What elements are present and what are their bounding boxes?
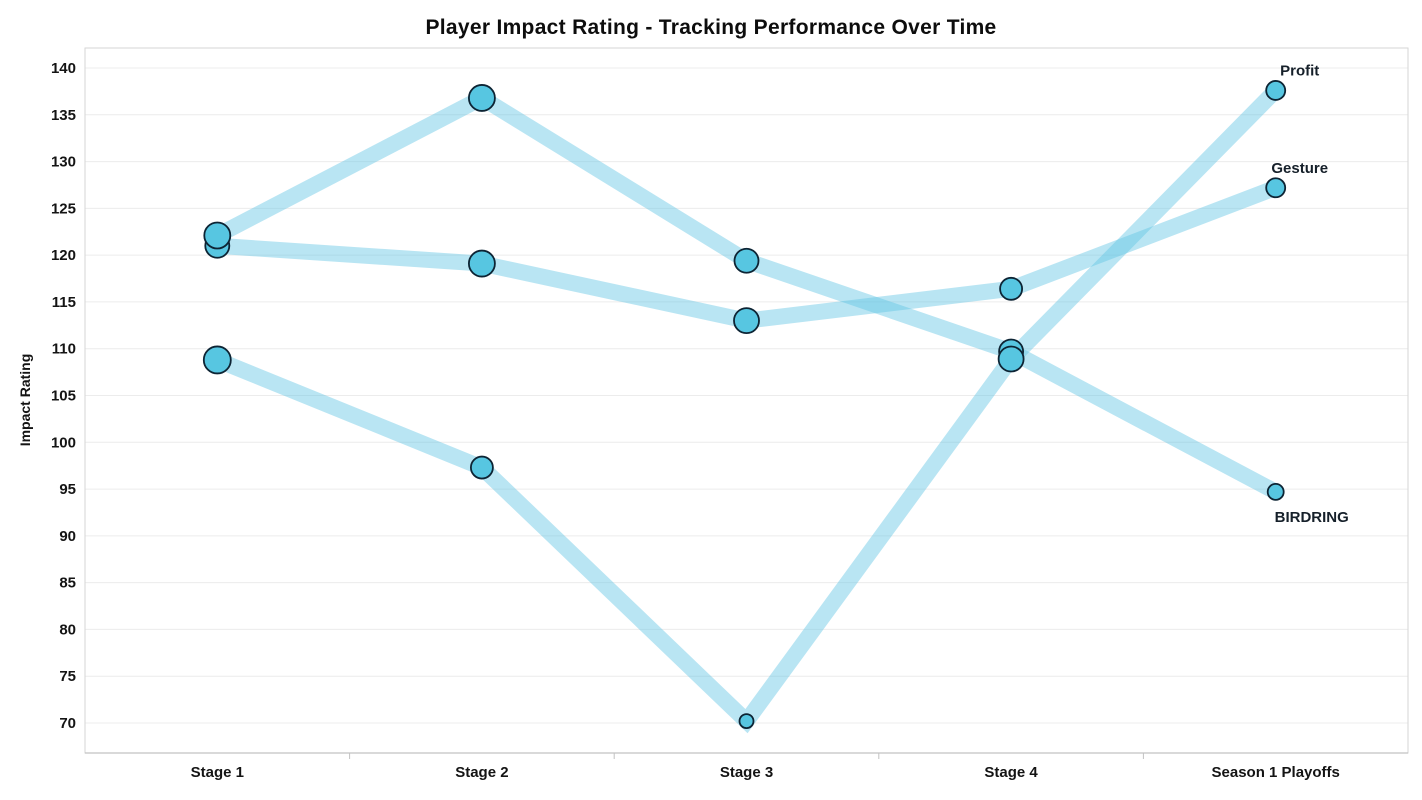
y-axis-tick-layer: 70 75 80 85 90 95 100 105 110 115 120 125 130 135 140 (51, 60, 76, 732)
y-tick-label: 125 (51, 200, 76, 217)
y-tick-label: 90 (59, 528, 76, 545)
x-tick-label: Stage 3 (720, 764, 773, 781)
series-label-layer: Gesture BIRDRING Profit (1271, 62, 1348, 525)
y-tick-label: 75 (59, 668, 76, 685)
data-point-profit-5 (1265, 80, 1287, 101)
grid-layer (85, 67, 1408, 724)
x-tick-label: Stage 4 (984, 764, 1038, 781)
series-end-label-profit: Profit (1280, 62, 1319, 79)
data-point-gesture-2 (467, 249, 496, 278)
y-tick-label: 135 (51, 107, 76, 124)
series-band-layer (213, 84, 1282, 734)
data-point-gesture-4 (999, 276, 1023, 301)
series-end-label-gesture: Gesture (1271, 160, 1328, 177)
data-point-profit-3 (738, 713, 755, 730)
y-tick-label: 70 (59, 715, 76, 732)
y-tick-label: 100 (51, 434, 76, 451)
y-tick-label: 85 (59, 575, 76, 592)
data-point-birdring-1 (203, 221, 232, 250)
y-axis-title: Impact Rating (17, 354, 33, 447)
data-point-layer (202, 80, 1287, 730)
x-axis-tick-layer: Stage 1 Stage 2 Stage 3 Stage 4 Season 1 Pla… (191, 764, 1340, 781)
data-point-gesture-5 (1265, 177, 1287, 199)
y-tick-label: 140 (51, 60, 76, 77)
x-tick-label: Stage 1 (191, 764, 244, 781)
data-point-profit-4 (997, 345, 1025, 373)
y-tick-label: 110 (52, 341, 76, 358)
plot-border-layer (84, 47, 1409, 759)
data-point-gesture-3 (733, 307, 760, 335)
x-tick-label: Season 1 Playoffs (1212, 764, 1340, 781)
data-point-profit-1 (202, 345, 232, 375)
y-tick-label: 95 (59, 481, 76, 498)
y-tick-label: 115 (52, 294, 76, 311)
y-tick-label: 105 (51, 387, 76, 404)
data-point-birdring-3 (733, 247, 760, 274)
chart-title: Player Impact Rating - Tracking Performa… (425, 16, 996, 39)
x-tick-label: Stage 2 (455, 764, 508, 781)
series-end-label-birdring: BIRDRING (1275, 509, 1349, 526)
y-tick-label: 120 (51, 247, 76, 264)
y-tick-label: 80 (59, 621, 76, 638)
data-point-profit-2 (469, 455, 494, 480)
data-point-birdring-5 (1266, 482, 1285, 501)
y-tick-label: 130 (51, 154, 76, 171)
data-point-birdring-2 (467, 84, 496, 112)
